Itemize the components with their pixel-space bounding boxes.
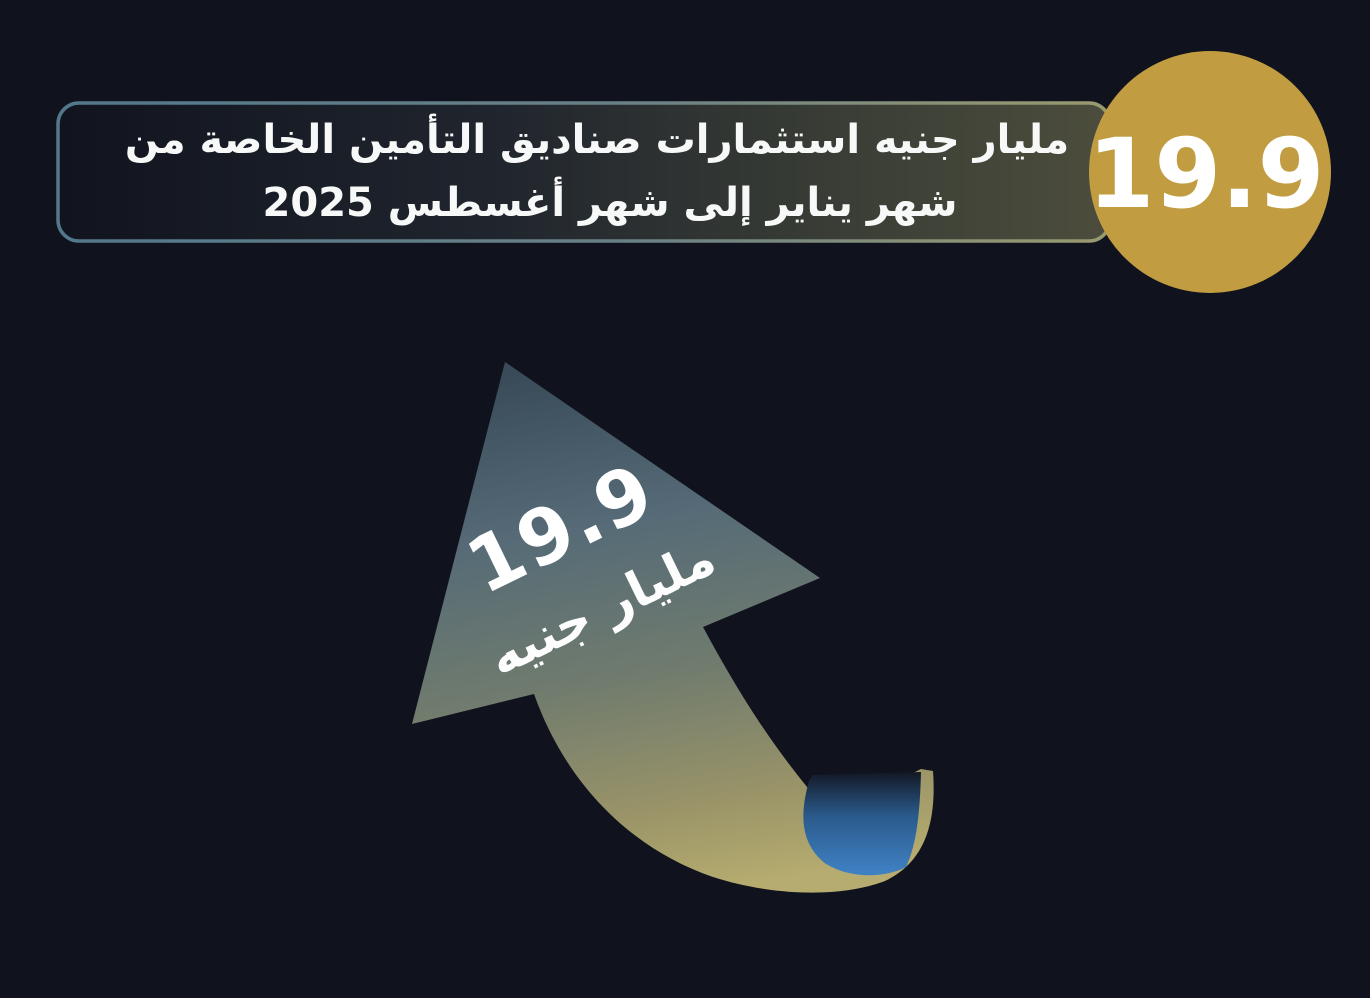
arrow-curl-underside	[803, 772, 921, 876]
badge-value: 19.9	[1088, 118, 1325, 230]
banner-title-line2: شهر يناير إلى شهر أغسطس 2025	[263, 176, 958, 226]
headline-banner: مليار جنيه استثمارات صناديق التأمين الخا…	[56, 101, 1112, 243]
value-badge: 19.9	[1088, 51, 1331, 293]
banner-title-line1: مليار جنيه استثمارات صناديق التأمين الخا…	[125, 113, 1069, 163]
growth-arrow-icon: 19.9 مليار جنيه	[412, 362, 934, 893]
badge-circle	[1089, 51, 1331, 293]
arrow-body	[412, 362, 934, 893]
